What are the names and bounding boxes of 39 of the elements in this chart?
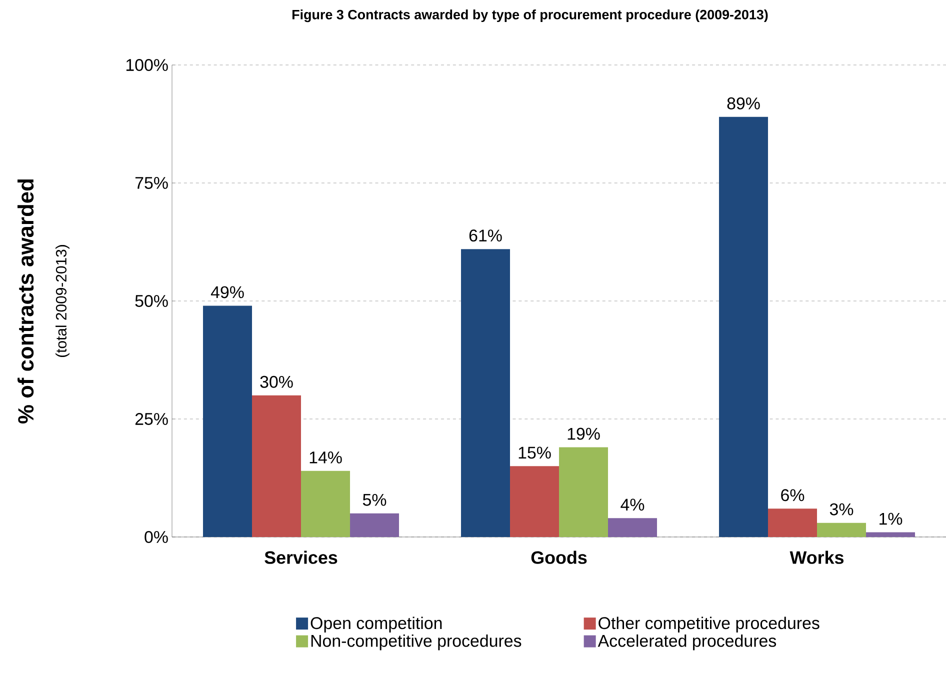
- bar: [608, 518, 658, 537]
- y-tick-label: 75%: [135, 177, 168, 189]
- bar: [817, 522, 866, 537]
- data-label: 19%: [568, 428, 600, 440]
- y-axis-title: % of contracts awarded: [18, 179, 34, 424]
- y-tick-label: 50%: [135, 294, 168, 307]
- data-label: 49%: [210, 286, 244, 298]
- x-tick-label: Services: [264, 550, 338, 564]
- x-tick-label: Goods: [531, 550, 587, 564]
- y-tick-label: 25%: [135, 412, 168, 425]
- bar: [203, 306, 252, 537]
- legend-label: Non-competitive procedures: [311, 634, 522, 650]
- bar: [510, 466, 560, 537]
- legend-label: Open competition: [310, 616, 442, 632]
- bar: [252, 395, 302, 537]
- chart-title: Figure 3 Contracts awarded by type of procurement procedure (2009-2013): [292, 10, 768, 22]
- data-label: 6%: [781, 489, 804, 502]
- bar: [768, 508, 818, 537]
- bar: [866, 532, 916, 537]
- data-label: 14%: [310, 452, 342, 464]
- bar: [301, 470, 350, 537]
- data-label: 30%: [260, 376, 293, 388]
- bar: [719, 116, 768, 537]
- data-label: 61%: [469, 230, 502, 242]
- y-tick-label: 100%: [126, 58, 168, 71]
- data-label: 3%: [830, 503, 854, 516]
- bar: [559, 447, 608, 537]
- data-label: 89%: [727, 97, 760, 110]
- data-label: 4%: [620, 498, 644, 511]
- data-label: 15%: [518, 446, 551, 459]
- bar: [461, 249, 510, 537]
- x-tick-label: Works: [790, 550, 844, 564]
- text: (total 2009-2013): [56, 245, 70, 357]
- data-label: 5%: [362, 494, 386, 506]
- legend-label: Other competitive procedures: [598, 616, 820, 632]
- data-label: 1%: [880, 512, 902, 525]
- legend-label: Accelerated procedures: [598, 634, 776, 650]
- bar: [350, 513, 400, 537]
- y-tick-label: 0%: [144, 530, 168, 543]
